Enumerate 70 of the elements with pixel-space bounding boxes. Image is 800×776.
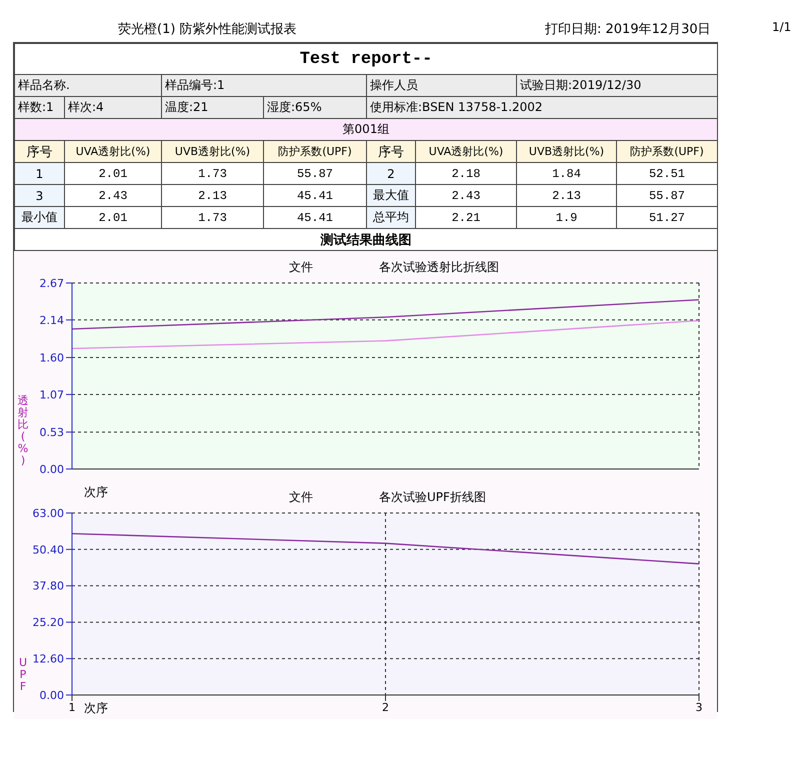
text: 2.21 xyxy=(416,206,516,228)
text: 2.13 xyxy=(516,184,616,206)
text: 第001组 xyxy=(14,118,718,140)
text: 55.87 xyxy=(616,184,718,206)
x-tick-label: 1 xyxy=(68,700,76,714)
y-tick-label: 0.00 xyxy=(40,462,64,476)
text: 样次:4 xyxy=(64,96,162,118)
text: 操作人员 xyxy=(366,74,516,96)
text: 2.01 xyxy=(64,162,162,184)
text: 1/1 xyxy=(772,20,792,34)
text: 2.18 xyxy=(416,162,516,184)
text: 序号 xyxy=(366,140,416,162)
chart-title: 各次试验透射比折线图 xyxy=(379,259,499,276)
text: 52.51 xyxy=(616,162,718,184)
text: 1.84 xyxy=(516,162,616,184)
y-axis-title: UPF xyxy=(16,656,30,693)
text: 温度:21 xyxy=(162,96,264,118)
text: 样数:1 xyxy=(14,96,64,118)
text: 使用标准:BSEN 13758-1.2002 xyxy=(366,96,718,118)
y-tick-label: 1.60 xyxy=(40,351,64,364)
text: 45.41 xyxy=(264,206,366,228)
text: 样品编号:1 xyxy=(162,74,366,96)
text: UVB透射比(%) xyxy=(162,140,264,162)
y-tick-label: 37.80 xyxy=(32,580,64,593)
text: 样品名称. xyxy=(14,74,162,96)
y-tick-label: 1.07 xyxy=(40,388,64,402)
text: 最大值 xyxy=(366,184,416,206)
text: 湿度:65% xyxy=(264,96,366,118)
text: 1.9 xyxy=(516,206,616,228)
text: 3 xyxy=(14,184,64,206)
x-axis-title: 次序 xyxy=(84,700,108,717)
y-tick-label: 25.20 xyxy=(32,616,64,630)
text: 2.43 xyxy=(416,184,516,206)
text: 总平均 xyxy=(366,206,416,228)
text: 防护系数(UPF) xyxy=(630,145,704,158)
text: 51.27 xyxy=(616,206,718,228)
text: 打印日期: 2019年12月30日 xyxy=(545,21,711,38)
text: 最小值 xyxy=(14,206,64,228)
y-axis-title: 透射比(%) xyxy=(16,394,30,467)
text: 45.41 xyxy=(264,184,366,206)
text: Test report-- xyxy=(14,44,718,74)
text: 文件 xyxy=(289,259,313,276)
text: 防护系数(UPF) xyxy=(264,140,366,162)
text: 2.43 xyxy=(64,184,162,206)
text: 文件 xyxy=(289,489,313,506)
text: 2 xyxy=(366,162,416,184)
x-tick-label: 3 xyxy=(696,700,702,714)
text: 1 xyxy=(14,162,64,184)
y-tick-label: 2.14 xyxy=(40,314,64,327)
text: 55.87 xyxy=(264,162,366,184)
text: 1.73 xyxy=(162,206,264,228)
text: UVA透射比(%) xyxy=(428,145,504,158)
y-tick-label: 0.53 xyxy=(40,426,64,439)
text: 2.13 xyxy=(162,184,264,206)
text: UVB透射比(%) xyxy=(528,145,604,158)
x-tick-label: 2 xyxy=(382,700,389,714)
y-tick-label: 2.67 xyxy=(40,276,64,290)
chart-title: 各次试验UPF折线图 xyxy=(379,489,486,506)
text: 序号 xyxy=(26,144,52,160)
text: 测试结果曲线图 xyxy=(14,228,718,250)
text: UVA透射比(%) xyxy=(64,140,162,162)
y-tick-label: 12.60 xyxy=(32,652,64,666)
text: 试验日期:2019/12/30 xyxy=(516,74,718,96)
text: 1.73 xyxy=(162,162,264,184)
y-tick-label: 50.40 xyxy=(32,543,64,556)
text: 荧光橙(1) 防紫外性能测试报表 xyxy=(118,21,297,38)
y-tick-label: 63.00 xyxy=(32,506,64,520)
y-tick-label: 0.00 xyxy=(40,688,64,702)
text: 2.01 xyxy=(64,206,162,228)
x-axis-title: 次序 xyxy=(84,484,108,501)
